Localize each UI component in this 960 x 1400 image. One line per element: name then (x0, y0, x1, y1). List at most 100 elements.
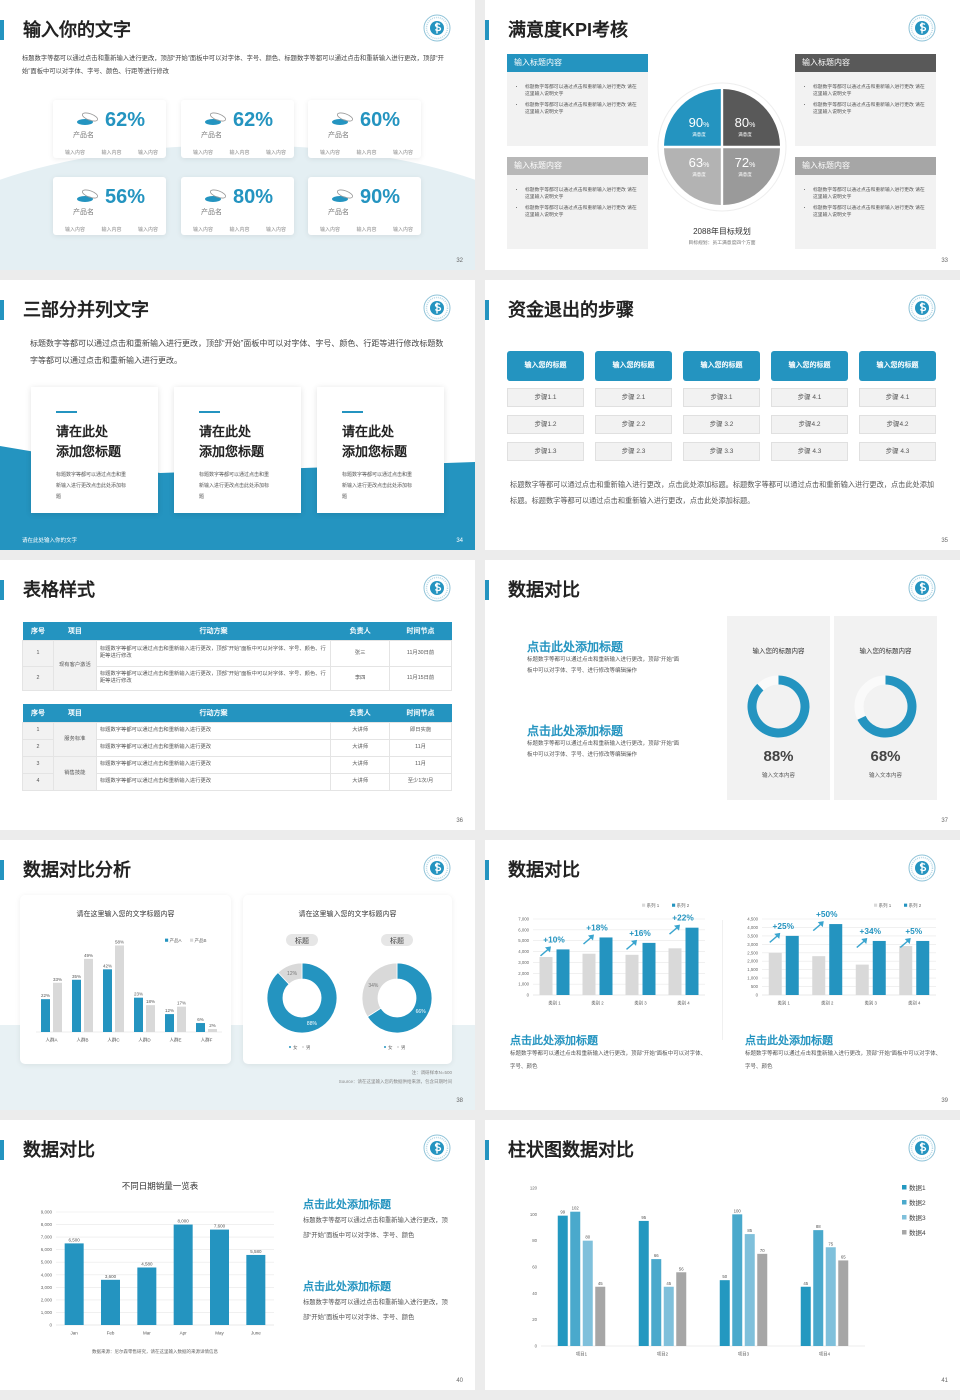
row-number: 3 (22, 755, 54, 774)
slide-38: 数据对比分析 38 请在这里输入您的文字标题内容 22% 33% 人群A 35% 49% 人群B… (0, 840, 475, 1110)
bullet-item: 标题数字等都可以通过点击和重新输入进行更改 请在这里输入说明文字 (813, 84, 928, 98)
bar (137, 1267, 157, 1325)
box-heading: 输入标题内容 (507, 157, 648, 175)
kpi-card: 62% 产品名 输入内容 输入内容 输入内容 (53, 100, 166, 158)
slide-32: 输入你的文字 32 标题数字等都可以通过点击和重新输入进行更改，顶部“开始”面板中可… (0, 0, 475, 270)
kpi-item: 输入内容 (392, 150, 413, 156)
bar (101, 1279, 120, 1325)
step-column-header[interactable]: 输入您的标题 (859, 351, 936, 381)
row-deadline: 11月30日前 (389, 639, 452, 667)
legend-swatch (642, 903, 646, 907)
step-box[interactable]: 步骤 2.1 (595, 388, 672, 407)
x-tick-label: 项目4 (819, 1351, 831, 1357)
data-table: 序号 项目 行动方案 负责人 时间节点 1 服务标准 标题数字等都可以通过点击和重新输入进行更… (22, 704, 452, 791)
growth-arrow-icon (583, 934, 594, 945)
step-box[interactable]: 步骤3.1 (683, 388, 760, 407)
step-box[interactable]: 步骤 2.3 (595, 442, 672, 461)
donut-slice (277, 962, 303, 985)
step-box[interactable]: 步骤 2.2 (595, 415, 672, 434)
x-tick-label: 人群C (107, 1037, 120, 1044)
legend-label: 男 (401, 1045, 406, 1051)
row-number: 2 (22, 665, 54, 691)
title-accent-bar (0, 1140, 4, 1160)
logo (423, 14, 451, 42)
bar (800, 1286, 811, 1346)
progress-donut (747, 675, 810, 738)
card-body: 标题数字等都可以通过点击和重新输入进行更改点击此处添加标题 (56, 472, 127, 500)
step-column-header[interactable]: 输入您的标题 (683, 351, 760, 381)
step-box[interactable]: 步骤 4.1 (771, 388, 848, 407)
growth-arrow-icon (812, 921, 824, 932)
growth-arrow-icon (626, 939, 637, 950)
kpi-item: 输入内容 (356, 227, 377, 233)
y-tick-label: 3,000 (41, 1285, 53, 1290)
row-number: 1 (22, 639, 54, 667)
step-box[interactable]: 步骤1.3 (507, 442, 584, 461)
dollar-icon (434, 862, 442, 874)
bar (557, 1215, 568, 1346)
slide-35: 资金退出的步骤 35 输入您的标题 步骤1.1 步骤1.2 步骤1.3 输入您的标题 步骤 2… (485, 280, 960, 550)
step-box[interactable]: 步骤 3.3 (683, 442, 760, 461)
block-title: 点击此处添加标题 (527, 724, 624, 738)
step-box[interactable]: 步骤1.2 (507, 415, 584, 434)
quadrant-value: 90% (689, 115, 710, 130)
logo-inner-ring (425, 1136, 449, 1160)
row-number: 2 (22, 738, 54, 757)
bar (638, 1220, 649, 1346)
table-row: 2 标题数字等都可以通过点击和重新输入进行更改 大讲师 11月 (22, 738, 452, 757)
chart-source: 数据来源：尼尔森零售研究，请在这里输入数据的来源详情信息 (92, 1349, 218, 1354)
step-box[interactable]: 步骤 4.3 (859, 442, 936, 461)
bar (685, 927, 699, 995)
bar (41, 999, 50, 1032)
step-box[interactable]: 步骤4.2 (771, 415, 848, 434)
panel-percent: 88% (763, 748, 794, 765)
x-tick-label: May (215, 1331, 224, 1336)
step-box[interactable]: 步骤 4.1 (859, 388, 936, 407)
y-tick-label: 3,000 (747, 942, 758, 947)
slice-label: 34% (368, 983, 379, 989)
column-header: 负责人 (330, 622, 390, 640)
step-box[interactable]: 步骤 4.3 (771, 442, 848, 461)
pie-outer-ring (657, 82, 787, 212)
step-box[interactable]: 步骤4.2 (859, 415, 936, 434)
step-box[interactable]: 步骤1.1 (507, 388, 584, 407)
quadrant-value: 80% (735, 115, 756, 130)
row-deadline: 11月 (389, 755, 452, 774)
slide-title: 输入你的文字 (23, 20, 131, 40)
pie-quadrant (664, 89, 721, 146)
x-tick-label: Mar (143, 1331, 151, 1336)
row-action: 标题数字等都可以通过点击和重新输入进行更改 (95, 738, 332, 757)
bar (599, 937, 613, 995)
logo-inner-ring (910, 16, 934, 40)
kpi-item: 输入内容 (137, 227, 158, 233)
data-label: 50 (722, 1274, 727, 1279)
card-title-line1: 请在此处 (56, 424, 109, 439)
dollar-icon (434, 302, 442, 314)
step-column-header[interactable]: 输入您的标题 (771, 351, 848, 381)
step-box[interactable]: 步骤 3.2 (683, 415, 760, 434)
y-tick-label: 20 (532, 1317, 537, 1322)
bar (64, 1243, 84, 1325)
step-column-header[interactable]: 输入您的标题 (507, 351, 584, 381)
y-tick-label: 1,500 (747, 967, 758, 972)
bar (556, 949, 570, 995)
slide-34: 三部分并列文字 34 标题数字等都可以通过点击和重新输入进行更改，顶部“开始”面板中… (0, 280, 475, 550)
logo-inner-ring (910, 576, 934, 600)
y-tick-label: 0 (49, 1323, 52, 1328)
logo-inner-ring (425, 296, 449, 320)
kpi-item: 输入内容 (193, 150, 214, 156)
slice-label: 88% (307, 1021, 318, 1027)
row-number: 1 (22, 721, 54, 740)
x-tick-label: 类别 1 (548, 999, 561, 1006)
y-tick-label: 4,000 (518, 949, 529, 954)
y-tick-label: 2,000 (747, 959, 758, 964)
step-column-header[interactable]: 输入您的标题 (595, 351, 672, 381)
kpi-items: 输入内容 输入内容 输入内容 (320, 149, 413, 156)
kpi-card: 62% 产品名 输入内容 输入内容 输入内容 (181, 100, 294, 158)
card-accent-line (342, 411, 363, 413)
block-body: 标题数字等都可以通过点击和重新输入进行更改，顶部“开始”面板中可以对字体、字号、… (303, 1299, 448, 1321)
data-label: 23% (134, 992, 143, 997)
x (485, 1120, 486, 1121)
data-label: 102 (572, 1206, 580, 1211)
bar (732, 1214, 743, 1346)
